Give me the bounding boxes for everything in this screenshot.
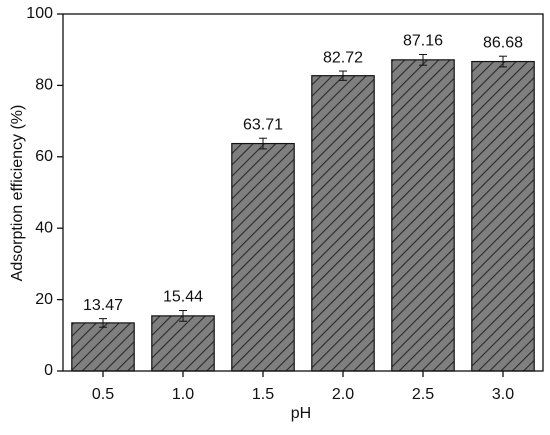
plot-frame — [62, 13, 544, 372]
x-tick-label: 2.5 — [412, 386, 434, 403]
bar — [151, 315, 215, 372]
y-tick-label: 60 — [35, 148, 53, 165]
error-bar — [259, 137, 267, 150]
x-axis-label: pH — [291, 405, 311, 422]
error-bar — [179, 310, 187, 322]
value-label: 15.44 — [163, 289, 203, 306]
x-tick-label: 1.0 — [172, 386, 194, 403]
x-tick-label: 2.0 — [332, 386, 354, 403]
value-label: 63.71 — [243, 116, 283, 133]
value-label: 86.68 — [483, 34, 523, 51]
bar — [471, 60, 535, 372]
bar — [231, 142, 295, 372]
error-bar — [339, 70, 347, 81]
x-tick-label: 3.0 — [492, 386, 514, 403]
error-bar — [419, 53, 427, 66]
y-axis-label: Adsorption efficiency (%) — [9, 105, 26, 282]
y-tick-label: 20 — [35, 291, 53, 308]
y-tick-label: 0 — [44, 362, 53, 379]
y-tick-label: 100 — [26, 5, 53, 22]
value-label: 82.72 — [323, 49, 363, 66]
error-bar — [99, 318, 107, 328]
x-tick-label: 0.5 — [92, 386, 114, 403]
bar — [391, 59, 455, 372]
value-label: 13.47 — [83, 297, 123, 314]
error-bar — [499, 55, 507, 68]
bar — [311, 75, 375, 372]
y-tick-label: 80 — [35, 77, 53, 94]
value-label: 87.16 — [403, 33, 443, 50]
y-tick-label: 40 — [35, 219, 53, 236]
bar — [71, 322, 135, 372]
x-tick-label: 1.5 — [252, 386, 274, 403]
